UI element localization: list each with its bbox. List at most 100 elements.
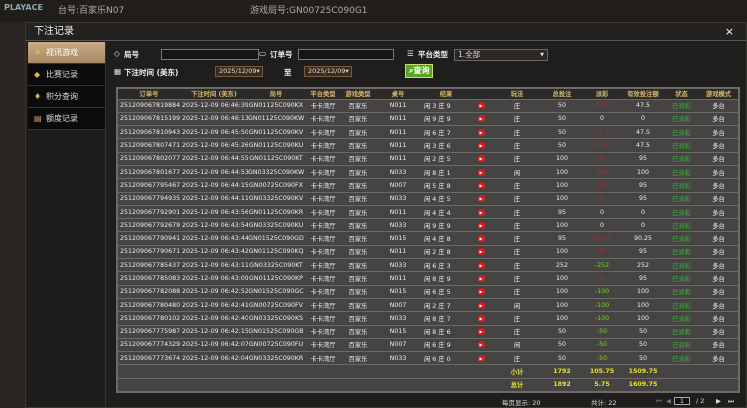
column-header: 状态 — [664, 88, 699, 99]
query-button[interactable]: ⌕查询 — [405, 64, 434, 78]
order-id-cell: 251209067775987 — [117, 324, 180, 339]
result-cell: 闲 5 庄 8 — [422, 178, 470, 193]
valid-bet-cell: 90.25 — [622, 231, 664, 246]
play-video-icon[interactable]: ▶ — [477, 115, 485, 123]
payout-cell: -50 — [582, 351, 622, 365]
play-video-icon[interactable]: ▶ — [477, 235, 485, 243]
sidebar-item-points-query[interactable]: ♦ 积分查询 — [28, 86, 105, 108]
bet-type-cell: 庄 — [492, 138, 542, 153]
play-video-icon[interactable]: ▶ — [477, 142, 485, 150]
round-input[interactable] — [161, 49, 259, 60]
table-row: 251209067801677 2025-12-09 06:44:53 GN0332… — [117, 164, 739, 179]
prev-page-icon[interactable]: ◀ — [666, 397, 671, 405]
play-video-icon[interactable]: ▶ — [477, 341, 485, 349]
sidebar-item-label: 比赛记录 — [46, 70, 78, 79]
bet-time-cell: 2025-12-09 06:42:40 — [180, 311, 248, 326]
play-video-icon[interactable]: ▶ — [477, 102, 485, 110]
total-bet-cell: 50 — [542, 138, 582, 153]
result-cell: 闲 9 庄 9 — [422, 111, 470, 126]
status-cell: 已派彩 — [664, 351, 699, 365]
play-video-icon[interactable]: ▶ — [477, 208, 485, 216]
result-cell: 闲 4 庄 4 — [422, 204, 470, 219]
play-video-icon[interactable]: ▶ — [477, 314, 485, 322]
sidebar-item-live-games[interactable]: ♠ 视讯游戏 — [28, 42, 105, 64]
sidebar-item-credit-records[interactable]: ▤ 额度记录 — [28, 108, 105, 130]
game-mode-cell: 多台 — [699, 191, 739, 206]
table-no-cell: N033 — [374, 164, 422, 179]
game-type-cell: 百家乐 — [342, 244, 374, 259]
play-video-icon[interactable]: ▶ — [477, 221, 485, 229]
table-row: 251209067790671 2025-12-09 06:43:42 GN0112… — [117, 244, 739, 259]
next-page-icon[interactable]: ▶ — [716, 397, 721, 405]
video-replay-cell: ▶ — [470, 178, 492, 193]
payout-cell: 100 — [582, 164, 622, 179]
valid-bet-cell: 95 — [622, 191, 664, 206]
game-mode-cell: 多台 — [699, 297, 739, 312]
bet-time-cell: 2025-12-09 06:43:11 — [180, 258, 248, 272]
table-no-cell: N033 — [374, 351, 422, 365]
play-video-icon[interactable]: ▶ — [477, 261, 485, 269]
order-label: 订单号 — [270, 50, 293, 59]
first-page-icon[interactable]: ⏮ — [656, 397, 662, 405]
platform-cell: 卡卡湾厅 — [304, 337, 342, 352]
table-row: 251209067810943 2025-12-09 06:45:50 GN0112… — [117, 125, 739, 139]
order-input[interactable] — [298, 49, 394, 60]
bet-time-cell: 2025-12-09 06:44:15 — [180, 178, 248, 193]
bet-time-cell: 2025-12-09 06:45:26 — [180, 138, 248, 153]
play-video-icon[interactable]: ▶ — [477, 128, 485, 136]
round-id-cell: GN01125C090KV — [248, 125, 304, 139]
date-to-picker[interactable]: 2025/12/09▾ — [304, 66, 352, 77]
payout-cell: -50 — [582, 337, 622, 352]
platform-cell: 卡卡湾厅 — [304, 231, 342, 246]
close-icon[interactable]: × — [724, 25, 734, 38]
status-cell: 已派彩 — [664, 138, 699, 153]
payout-cell: 95 — [582, 244, 622, 259]
column-header: 结果 — [422, 88, 470, 99]
page-count: / 2 — [696, 397, 705, 405]
game-type-cell: 百家乐 — [342, 178, 374, 193]
play-video-icon[interactable]: ▶ — [477, 181, 485, 189]
play-video-icon[interactable]: ▶ — [477, 301, 485, 309]
platform-select-value: 1.全部 — [458, 50, 481, 59]
valid-bet-cell: 50 — [622, 351, 664, 365]
round-id-cell: GN00725C090FX — [248, 178, 304, 193]
game-header-bar: PLAYACE 台号:百家乐N07 游戏局号:GN00725C090G1 — [0, 0, 747, 22]
valid-bet-cell: 100 — [622, 297, 664, 312]
play-video-icon[interactable]: ▶ — [477, 168, 485, 176]
bet-type-cell: 庄 — [492, 258, 542, 272]
last-page-icon[interactable]: ⏭ — [728, 397, 734, 405]
play-video-icon[interactable]: ▶ — [477, 354, 485, 362]
bet-time-cell: 2025-12-09 06:42:15 — [180, 324, 248, 339]
platform-select[interactable]: 1.全部 ▼ — [454, 49, 548, 61]
page-input[interactable]: 1 — [674, 397, 690, 405]
play-video-icon[interactable]: ▶ — [477, 275, 485, 282]
payout-cell: 95 — [582, 191, 622, 206]
clipboard-icon: ▭ — [259, 49, 267, 58]
video-replay-cell: ▶ — [470, 258, 492, 272]
result-cell: 闲 8 庄 9 — [422, 271, 470, 286]
sidebar-item-label: 积分查询 — [46, 92, 78, 101]
table-no-cell: N011 — [374, 244, 422, 259]
valid-bet-cell: 50 — [622, 324, 664, 339]
play-video-icon[interactable]: ▶ — [477, 288, 485, 296]
table-row: 251209067792901 2025-12-09 06:43:56 GN0112… — [117, 204, 739, 219]
total-bet-cell: 100 — [542, 164, 582, 179]
play-video-icon[interactable]: ▶ — [477, 195, 485, 203]
status-cell: 已派彩 — [664, 111, 699, 126]
logo: PLAYACE — [4, 3, 43, 12]
play-video-icon[interactable]: ▶ — [477, 328, 485, 336]
valid-bet-cell: 0 — [622, 204, 664, 219]
payout-cell: -100 — [582, 284, 622, 299]
payout-cell: 95 — [582, 271, 622, 286]
order-id-cell: 251209067802077 — [117, 151, 180, 166]
date-from-picker[interactable]: 2025/12/09▾ — [215, 66, 263, 77]
sidebar-item-match-records[interactable]: ◆ 比赛记录 — [28, 64, 105, 86]
payout-cell: 95 — [582, 178, 622, 193]
play-video-icon[interactable]: ▶ — [477, 155, 485, 163]
play-video-icon[interactable]: ▶ — [477, 248, 485, 256]
payout-cell: -100 — [582, 297, 622, 312]
total-bet-cell: 50 — [542, 125, 582, 139]
payout-cell: 0 — [582, 218, 622, 232]
result-cell: 闲 9 庄 9 — [422, 218, 470, 232]
video-replay-cell: ▶ — [470, 337, 492, 352]
